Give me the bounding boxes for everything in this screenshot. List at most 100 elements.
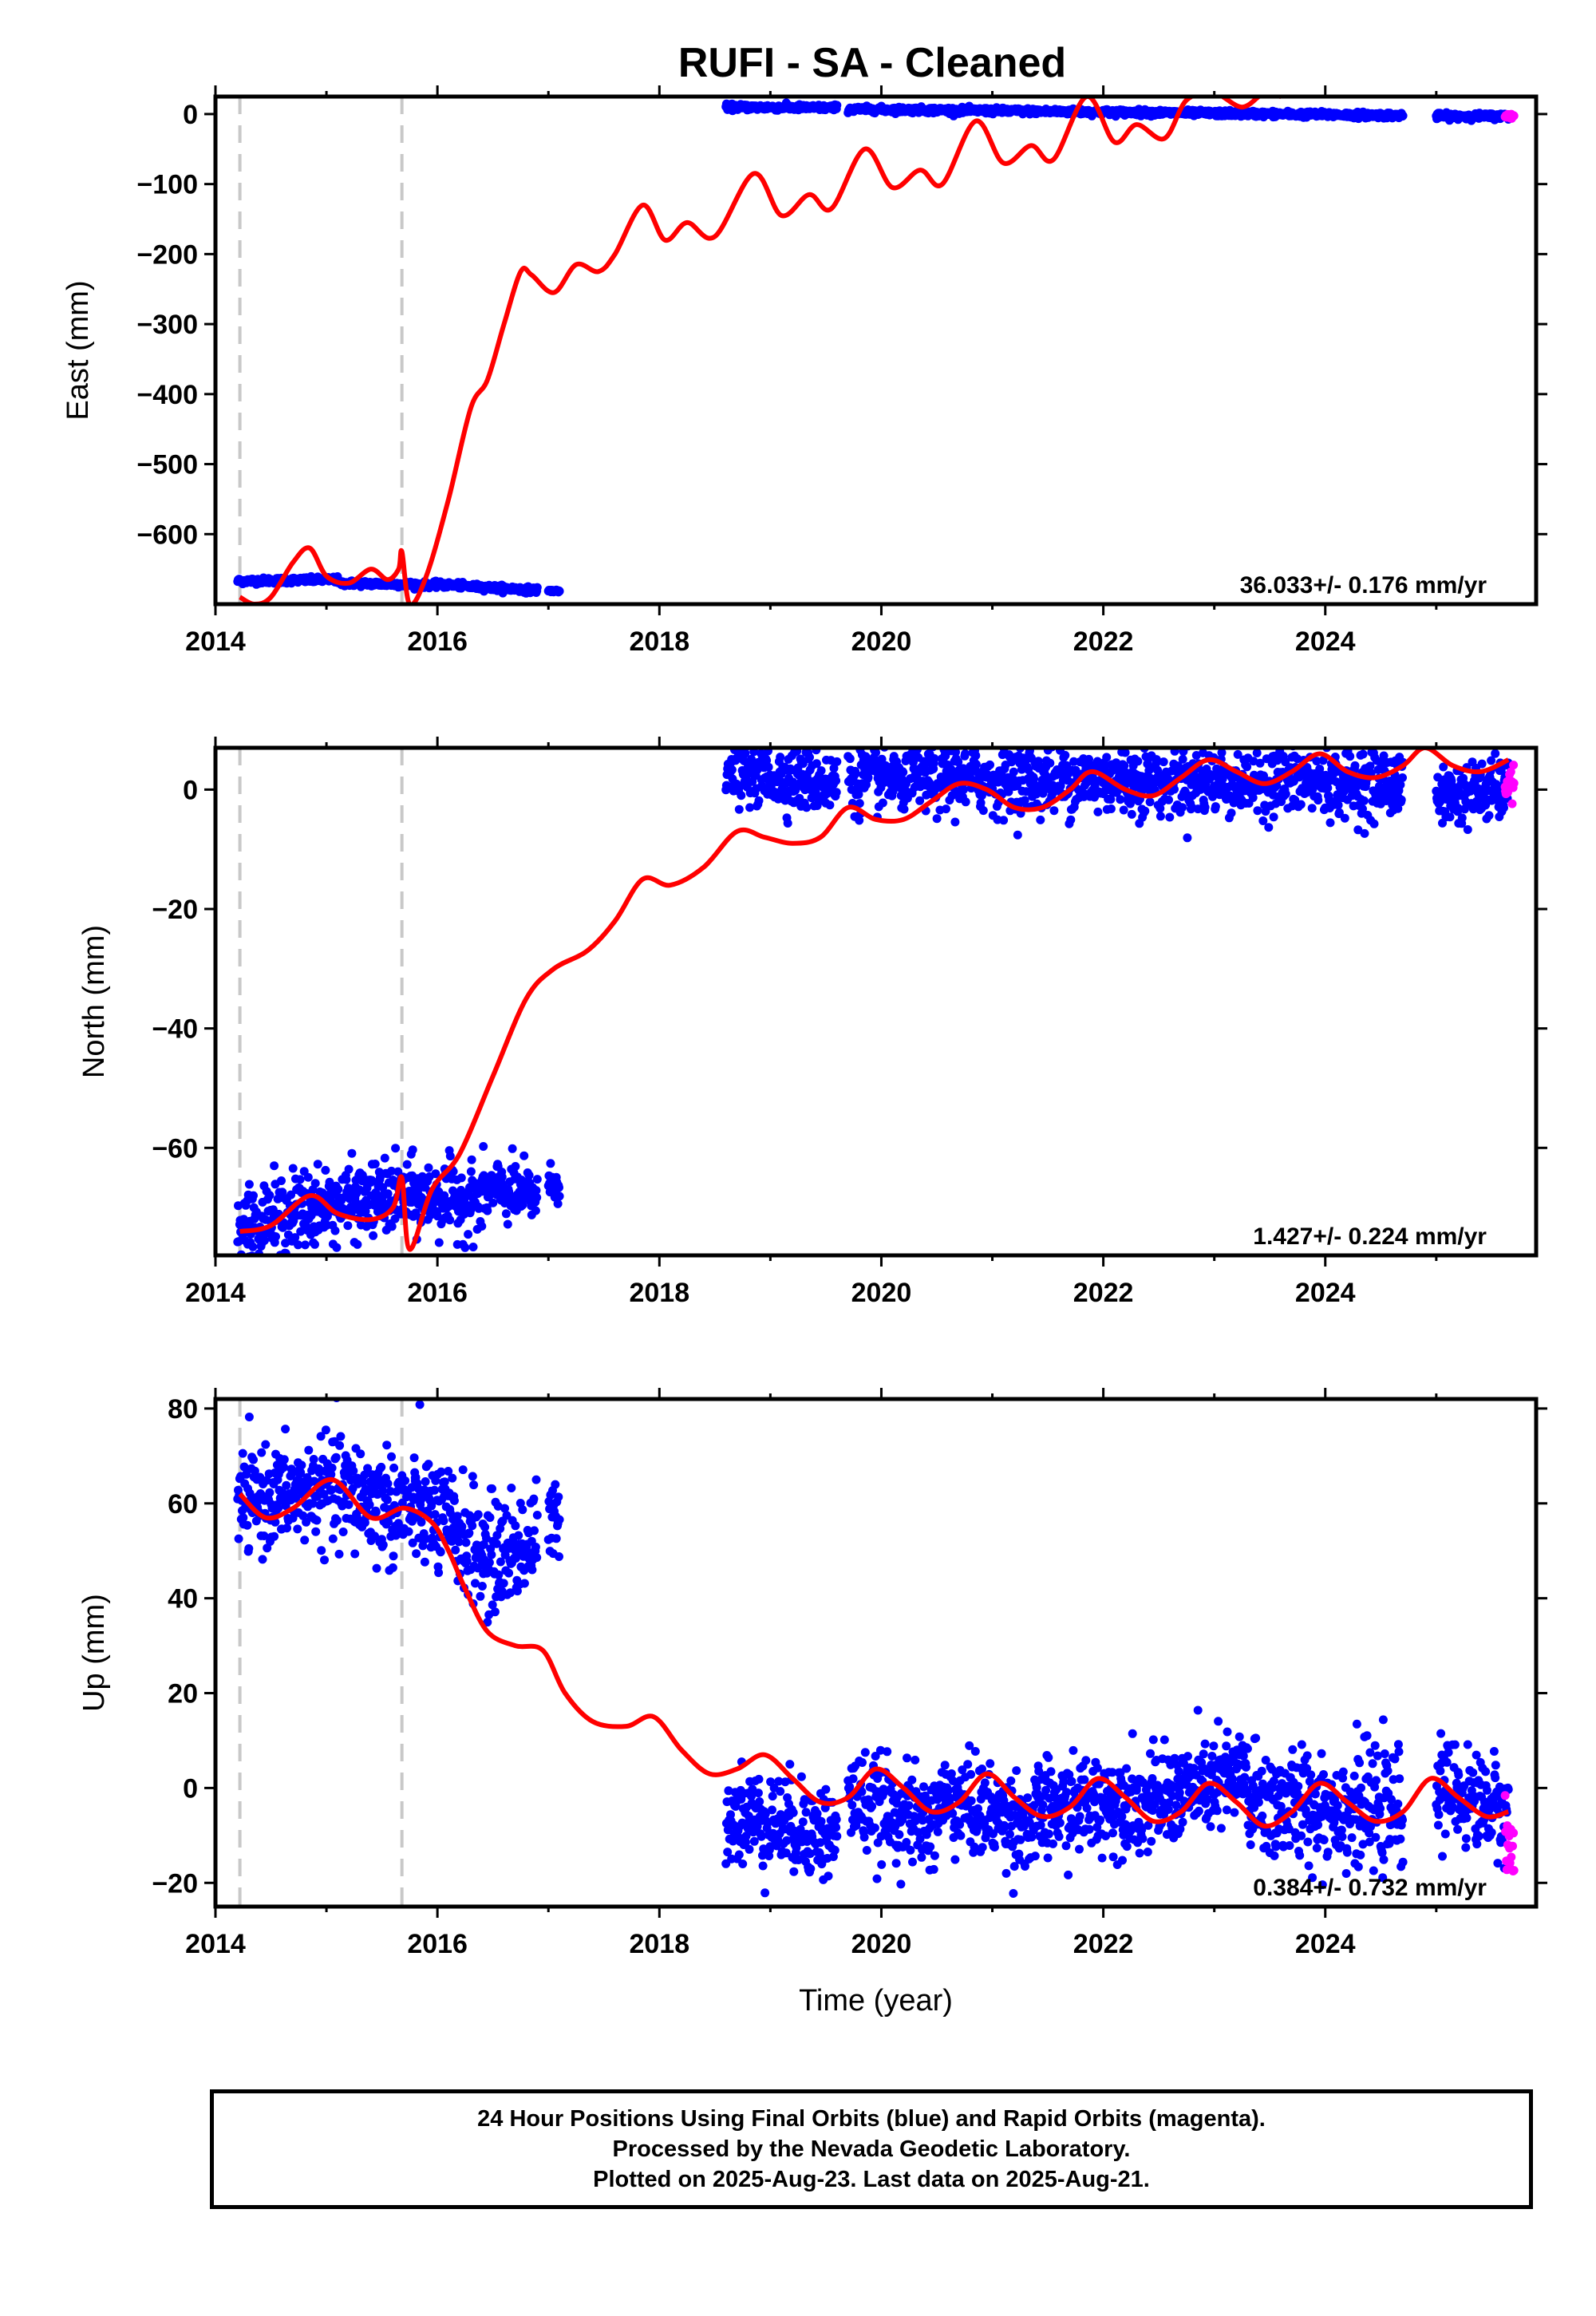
up-final-point [243, 1520, 252, 1530]
north-final-point [1252, 736, 1261, 745]
north-final-point [332, 1243, 342, 1252]
up-final-point [282, 1480, 291, 1490]
north-final-point [283, 1230, 293, 1239]
north-x-tick-label: 2014 [185, 1278, 246, 1308]
north-model-curve [239, 748, 1510, 1252]
up-final-point [529, 1494, 539, 1504]
north-final-point [930, 754, 939, 763]
up-final-point [350, 1549, 360, 1559]
north-final-point [270, 1161, 279, 1171]
north-final-point [1183, 833, 1192, 843]
north-final-point [1152, 755, 1161, 765]
up-final-point [382, 1441, 392, 1450]
east-y-axis-label: East (mm) [61, 280, 95, 420]
north-final-point [727, 765, 737, 775]
up-final-point [551, 1480, 560, 1489]
north-final-point [1264, 823, 1274, 832]
north-final-point [511, 1162, 520, 1171]
north-final-point [271, 1232, 280, 1241]
up-final-point [754, 1774, 764, 1784]
north-final-point [1178, 754, 1187, 764]
north-final-point [1439, 762, 1448, 772]
up-final-point [499, 1579, 508, 1588]
north-final-point [1125, 799, 1135, 808]
north-final-point [1133, 757, 1143, 766]
up-final-point [476, 1591, 485, 1601]
north-final-point [941, 751, 950, 761]
north-velocity-label: 1.427+/- 0.224 mm/yr [1253, 1223, 1487, 1250]
north-final-point [253, 1258, 262, 1267]
up-final-point [326, 1485, 336, 1495]
up-final-point [304, 1445, 314, 1455]
north-final-point [1200, 803, 1210, 812]
north-final-point [1350, 761, 1360, 770]
north-final-point [1093, 807, 1103, 816]
north-final-point [497, 1172, 507, 1182]
north-final-point [1156, 812, 1165, 821]
north-final-point [518, 1200, 527, 1210]
up-final-point [291, 1493, 301, 1503]
north-final-point [531, 1186, 541, 1196]
north-data-points [233, 732, 1519, 1269]
north-final-point [242, 1256, 251, 1265]
up-final-point [382, 1495, 392, 1504]
north-final-point [755, 738, 764, 747]
north-final-point [1487, 756, 1496, 765]
up-final-point [483, 1618, 492, 1627]
north-final-point [310, 1239, 319, 1249]
north-final-point [951, 748, 960, 757]
up-final-point [480, 1522, 490, 1531]
north-final-point [264, 1260, 273, 1269]
north-final-point [1258, 816, 1268, 825]
up-final-point [356, 1449, 365, 1459]
up-final-point [421, 1477, 430, 1486]
north-final-point [1281, 757, 1290, 767]
up-final-point [308, 1499, 318, 1508]
north-y-axis-label: North (mm) [77, 925, 111, 1078]
north-final-point [1499, 803, 1508, 812]
up-final-point [297, 1460, 306, 1470]
north-final-point [745, 803, 755, 812]
north-final-point [353, 1239, 362, 1249]
up-final-point [317, 1546, 326, 1555]
north-final-point [816, 766, 826, 776]
north-final-point [1159, 757, 1168, 767]
north-final-point [1127, 809, 1136, 819]
north-final-point [1102, 753, 1112, 762]
north-final-point [1106, 795, 1116, 804]
east-y-tick-label: −400 [136, 380, 198, 410]
up-final-point [484, 1558, 494, 1567]
north-final-point [1445, 812, 1455, 822]
up-final-point [360, 1470, 369, 1480]
north-final-point [300, 1240, 310, 1250]
north-final-point [391, 1144, 401, 1153]
north-final-point [737, 732, 746, 741]
up-final-point [519, 1579, 529, 1588]
north-final-point [387, 1222, 397, 1231]
east-x-tick-label: 2014 [185, 626, 246, 657]
north-final-point [1119, 805, 1128, 815]
up-final-point [488, 1600, 497, 1610]
north-final-point [959, 785, 969, 794]
up-final-point [457, 1522, 467, 1531]
north-final-point [802, 803, 812, 812]
up-final-point [424, 1460, 433, 1469]
north-final-point [825, 800, 835, 810]
north-final-point [1312, 757, 1321, 766]
north-final-point [1242, 762, 1252, 772]
north-final-point [468, 1243, 478, 1251]
north-final-point [1156, 804, 1165, 813]
up-final-point [238, 1448, 247, 1458]
east-y-tick-label: −300 [136, 310, 198, 340]
up-final-point [492, 1531, 502, 1540]
north-final-point [235, 1260, 243, 1269]
up-final-point [257, 1448, 267, 1457]
north-final-point [915, 796, 925, 805]
north-final-point [378, 1183, 388, 1192]
north-final-point [1318, 756, 1328, 765]
north-final-point [866, 738, 875, 747]
north-final-point [986, 760, 994, 769]
up-final-point [387, 1452, 396, 1461]
north-rapid-point [1509, 761, 1519, 770]
